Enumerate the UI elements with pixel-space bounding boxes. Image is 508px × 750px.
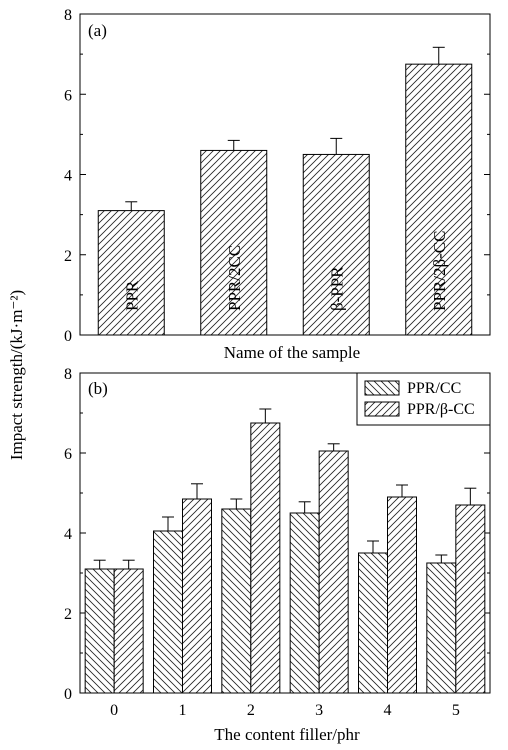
panel-b-y-tick-label: 6 [64,446,72,463]
panel-b-x-tick-label: 0 [110,702,118,719]
panel-b: (b) 0 2 4 6 8 0 1 2 3 4 5 The content filler/phr P… [64,366,491,744]
panel-b-bar-ppr-cc-1 [153,530,183,694]
panel-a-y-tick-label: 8 [64,7,72,24]
panel-a-y-tick-label: 0 [64,328,72,345]
panel-b-x-axis-title: The content filler/phr [214,725,360,744]
panel-a-bar-ppr [302,153,370,336]
panel-a-bar-ppr-label: PPR [122,280,141,311]
legend-swatch-ppr-cc [364,380,400,396]
panel-b-bar-ppr-cc-2 [221,508,252,694]
panel-a-bar-ppr-label: β-PPR [327,266,346,311]
panel-b-bar-ppr-cc-3 [318,450,349,694]
panel-a-bar-ppr-2-cc [405,63,473,336]
panel-b-x-tick-label: 3 [315,702,323,719]
panel-a-bar-ppr [97,210,165,336]
panel-a: (a) 0 2 4 6 8 PPR PPR/2CC β-PPR PPR/2β-CC Name o… [64,7,491,362]
panel-b-y-tick-label: 4 [64,526,72,543]
panel-b-bar-ppr-cc-3 [289,512,320,694]
panel-b-label: (b) [88,379,108,398]
panel-b-y-tick-label: 8 [64,366,72,383]
panel-b-bar-ppr-cc-5 [426,562,457,694]
y-axis-title: Impact strength/(kJ·m⁻²) [7,290,26,460]
panel-a-bar-ppr-2-cc-label: PPR/2β-CC [430,231,449,311]
panel-b-y-tick-label: 2 [64,606,72,623]
panel-a-x-axis-title: Name of the sample [224,343,360,362]
panel-b-x-tick-label: 4 [384,702,392,719]
panel-b-y-tick-label: 0 [64,686,72,703]
panel-b-bar-ppr-cc-4 [358,552,388,694]
legend-swatch-ppr-beta-cc [364,401,400,417]
legend-label-ppr-cc: PPR/CC [407,380,461,397]
panel-b-x-tick-label: 5 [452,702,460,719]
panel-a-bar-ppr-2cc-label: PPR/2CC [225,245,244,311]
panel-a-bar-ppr-2cc [200,149,268,336]
panel-b-x-tick-label: 1 [179,702,187,719]
panel-a-y-tick-label: 6 [64,87,72,104]
panel-b-bar-ppr-cc-2 [250,422,281,694]
panel-b-x-tick-label: 2 [247,702,255,719]
panel-a-label: (a) [88,21,107,40]
panel-b-bar-ppr-cc-0 [84,568,115,694]
panel-b-bar-ppr-cc-4 [387,496,417,694]
panel-b-bar-ppr-cc-0 [113,568,144,694]
panel-b-bar-ppr-cc-5 [455,504,486,694]
legend-label-ppr-beta-cc: PPR/β-CC [407,401,475,418]
legend: PPR/CC PPR/β-CC [356,372,491,426]
panel-a-y-tick-label: 4 [64,168,72,185]
panel-b-bar-ppr-cc-1 [182,498,212,694]
panel-a-y-tick-label: 2 [64,248,72,265]
